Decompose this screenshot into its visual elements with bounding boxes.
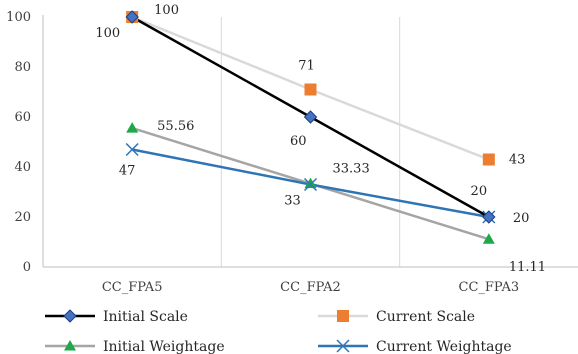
legend-label: Current Weightage [376, 339, 512, 354]
marker-initial-weightage [126, 122, 139, 133]
marker-x-stroke [303, 177, 318, 192]
y-tick-label: 80 [14, 60, 31, 75]
x-tick-label: CC_FPA3 [459, 280, 520, 295]
legend-marker [64, 340, 76, 351]
legend-item: Initial Scale [45, 309, 188, 325]
series-markers [125, 10, 496, 244]
data-label: 33 [284, 194, 301, 209]
y-tick-label: 40 [14, 160, 31, 175]
data-label: 100 [154, 3, 179, 18]
data-label: 20 [471, 184, 488, 199]
data-label: 47 [119, 164, 136, 179]
legend-item: Initial Weightage [45, 339, 225, 354]
marker-x-stroke [336, 339, 350, 353]
marker-x-stroke [125, 142, 139, 157]
data-labels: 100 60 20 100 71 43 55.56 33.33 11.11 47 33 20 [95, 3, 546, 275]
legend-item: Current Weightage [318, 339, 512, 354]
marker-current-weightage [125, 142, 139, 157]
marker-current-scale [482, 153, 495, 166]
marker-current-weightage [303, 177, 318, 192]
legend-item: Current Scale [318, 309, 475, 325]
y-tick-label: 20 [14, 210, 31, 225]
data-label: 100 [95, 26, 120, 41]
legend-marker [63, 309, 77, 323]
legend-marker [336, 339, 350, 353]
legend-label: Current Scale [376, 309, 475, 325]
marker-initial-weightage [482, 233, 495, 244]
data-label: 33.33 [333, 162, 370, 177]
y-tick-label: 0 [23, 260, 31, 275]
grid [220, 17, 401, 267]
marker-initial-scale [125, 10, 139, 24]
data-label: 43 [509, 153, 526, 168]
legend-label: Initial Scale [103, 309, 188, 325]
legend: Initial Scale Current Scale Initial Weight… [45, 309, 512, 354]
marker-initial-scale [303, 110, 318, 124]
marker-initial-weightage [304, 177, 317, 189]
axes: 0 20 40 60 80 100 CC_FPA5 CC_FPA2 CC_FPA3 [6, 10, 578, 295]
marker-current-scale [304, 83, 317, 96]
y-tick-label: 100 [6, 10, 31, 25]
marker-initial-scale [482, 210, 496, 224]
x-tick-label: CC_FPA5 [102, 280, 163, 295]
y-tick-label: 60 [14, 110, 31, 125]
data-label: 60 [290, 134, 307, 149]
data-label: 55.56 [157, 119, 194, 134]
legend-label: Initial Weightage [103, 339, 225, 354]
data-label: 20 [513, 211, 530, 226]
legend-marker [337, 310, 349, 322]
data-label: 71 [298, 59, 315, 74]
data-label: 11.11 [509, 260, 546, 275]
x-tick-label: CC_FPA2 [280, 280, 341, 295]
